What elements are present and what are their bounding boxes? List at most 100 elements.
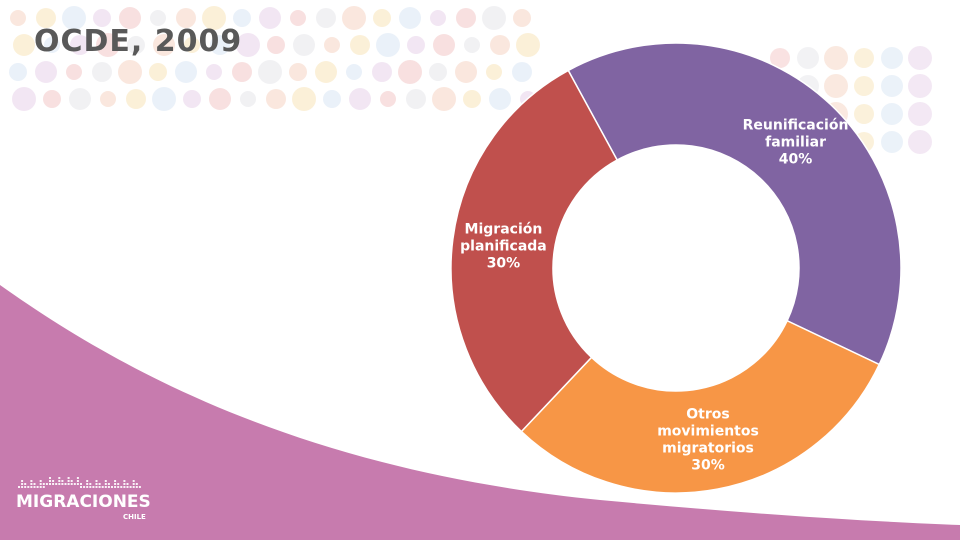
logo-dot <box>117 483 120 485</box>
decorative-bubble <box>854 104 874 124</box>
logo-dot <box>49 483 51 485</box>
label-line: 30% <box>691 458 725 474</box>
decorative-bubble <box>66 64 82 80</box>
logo-dot <box>135 486 138 488</box>
decorative-bubble <box>349 88 371 110</box>
logo-dot <box>89 486 92 488</box>
logo-dot <box>89 483 92 485</box>
logo-dot <box>86 483 89 485</box>
decorative-bubble <box>464 37 480 53</box>
logo-dot <box>123 483 126 485</box>
label-line: Reunificación <box>743 118 849 134</box>
logo-dot <box>55 483 58 485</box>
label-line: Otros <box>686 407 729 423</box>
decorative-bubble <box>293 34 315 56</box>
label-migracion-planificada: Migración planificada 30% <box>460 222 547 272</box>
decorative-bubble <box>183 90 201 108</box>
decorative-bubble <box>372 62 392 82</box>
decorative-bubble <box>455 61 477 83</box>
logo-dot <box>117 486 120 488</box>
logo-dot <box>70 483 73 485</box>
decorative-bubble <box>152 87 176 111</box>
decorative-bubble <box>854 76 874 96</box>
logo-dot <box>24 483 27 485</box>
logo-dot <box>33 483 36 485</box>
decorative-bubble <box>92 62 112 82</box>
decorative-bubble <box>69 88 91 110</box>
decorative-bubble <box>93 9 111 27</box>
logo-dot <box>95 486 98 488</box>
decorative-bubble <box>202 6 226 30</box>
logo-dot <box>45 483 48 485</box>
logo-dot <box>27 486 30 488</box>
label-line: 30% <box>487 256 521 272</box>
label-line: movimientos <box>657 424 759 440</box>
decorative-bubble <box>289 63 307 81</box>
label-line: familiar <box>765 135 826 151</box>
decorative-bubble <box>153 34 175 56</box>
decorative-bubble <box>13 34 35 56</box>
logo-dot <box>126 483 129 485</box>
logo-dot <box>39 480 42 482</box>
logo-dot <box>101 486 104 488</box>
logo-dot <box>52 480 55 482</box>
label-otros-movimientos: Otros movimientos migratorios 30% <box>657 407 759 474</box>
decorative-bubble <box>380 91 396 107</box>
logo-dot <box>86 486 89 488</box>
logo-dot <box>98 486 101 488</box>
decorative-bubble <box>399 7 421 29</box>
logo-dot <box>58 483 61 485</box>
decorative-bubble <box>118 60 142 84</box>
decorative-bubble <box>407 36 425 54</box>
decorative-bubble <box>482 6 506 30</box>
slice-otros-movimientos <box>520 319 881 494</box>
logo-dot <box>30 480 33 482</box>
decorative-bubble <box>854 48 874 68</box>
logo-dot <box>39 483 42 485</box>
decorative-bubble <box>881 131 903 153</box>
logo-dot <box>114 480 117 482</box>
logo-dot <box>120 486 123 488</box>
migraciones-logo: MIGRACIONES CHILE <box>16 472 151 524</box>
logo-dot <box>123 486 126 488</box>
decorative-bubble <box>433 34 455 56</box>
decorative-bubble <box>62 6 86 30</box>
decorative-bubble <box>232 62 252 82</box>
logo-dot <box>104 483 107 485</box>
decorative-bubble <box>430 10 446 26</box>
label-line: migratorios <box>662 441 754 457</box>
decorative-bubble <box>292 87 316 111</box>
logo-subtitle: CHILE <box>123 513 146 521</box>
logo-dot <box>104 486 107 488</box>
logo-dot <box>21 483 24 485</box>
logo-dot <box>76 477 79 479</box>
decorative-bubble <box>210 35 230 55</box>
decorative-bubble <box>36 8 56 28</box>
logo-dot <box>114 486 117 488</box>
decorative-bubble <box>206 64 222 80</box>
decorative-bubble <box>149 63 167 81</box>
decorative-bubble <box>184 37 200 53</box>
logo-dot <box>67 480 70 482</box>
label-line: planificada <box>460 239 547 255</box>
decorative-bubble <box>513 9 531 27</box>
decorative-bubble <box>9 63 27 81</box>
decorative-wave <box>0 285 960 540</box>
decorative-bubble <box>259 7 281 29</box>
logo-dot <box>42 486 45 488</box>
decorative-bubble <box>406 89 426 109</box>
logo-dot <box>67 483 70 485</box>
logo-dot <box>83 486 86 488</box>
decorative-bubble <box>346 64 362 80</box>
decorative-bubble <box>797 47 819 69</box>
decorative-bubble <box>176 8 196 28</box>
decorative-bubble <box>456 8 476 28</box>
logo-dot <box>61 483 64 485</box>
decorative-bubble <box>150 10 166 26</box>
label-line: 40% <box>779 152 813 168</box>
logo-dot <box>49 480 51 482</box>
logo-dot <box>33 486 36 488</box>
logo-dot <box>58 480 61 482</box>
decorative-bubble <box>233 9 251 27</box>
logo-dot <box>126 486 129 488</box>
